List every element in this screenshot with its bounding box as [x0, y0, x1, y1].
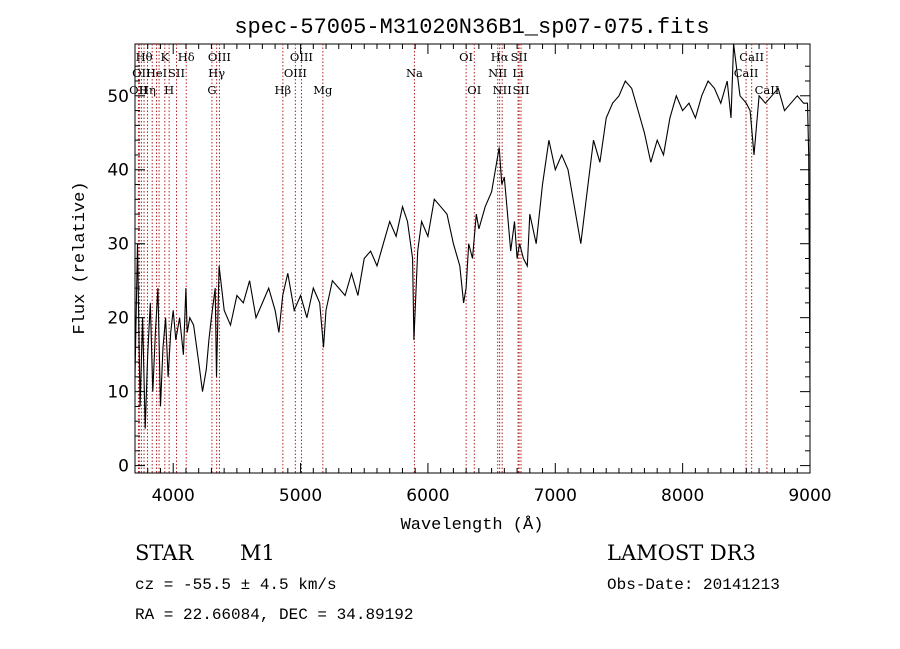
line-marker-label: Hη [139, 83, 156, 97]
x-tick-label: 7000 [534, 486, 577, 506]
survey-name: LAMOST DR3 [607, 541, 756, 565]
x-tick-label: 9000 [788, 486, 831, 506]
line-marker-label: CaII [739, 50, 764, 64]
emission-line-labels: OII OII Hθ Hη HeI K H SII Hδ G Hγ OIII Hβ OIII OIII Mg N… [129, 50, 779, 97]
line-marker-label: OII [129, 83, 148, 97]
x-tick-label: 6000 [406, 486, 449, 506]
line-marker-label: CaII [734, 66, 759, 80]
line-marker-label: SII [511, 50, 528, 64]
line-marker-label: Hγ [208, 66, 225, 80]
y-axis-label: Flux (relative) [71, 181, 90, 334]
coordinates: RA = 22.66084, DEC = 34.89192 [135, 606, 413, 624]
y-tick-label: 50 [107, 87, 129, 107]
y-tick-label: 10 [107, 383, 129, 403]
line-marker-label: SII [513, 83, 530, 97]
line-marker-label: NII [488, 66, 507, 80]
spectral-subclass: M1 [240, 541, 275, 565]
line-marker-label: OIII [290, 50, 313, 64]
x-axis: 4000 5000 6000 7000 8000 9000 [134, 44, 832, 506]
x-axis-label: Wavelength (Å) [401, 516, 544, 535]
line-marker-label: OIII [208, 50, 231, 64]
line-marker-label: HeI [146, 66, 167, 80]
x-tick-label: 4000 [152, 486, 195, 506]
line-marker-label: CaII [755, 83, 780, 97]
line-marker-label: Mg [313, 83, 333, 97]
line-marker-label: OI [467, 83, 481, 97]
spectrum-series-line [134, 43, 811, 429]
line-marker-label: H [164, 83, 174, 97]
y-tick-label: 40 [107, 161, 129, 181]
line-marker-label: OI [459, 50, 473, 64]
redshift-velocity: cz = -55.5 ± 4.5 km/s [135, 576, 337, 594]
line-marker-label: NII [493, 83, 512, 97]
line-marker-label: SII [168, 66, 185, 80]
line-marker-label: Hβ [275, 83, 292, 97]
line-marker-label: Hδ [178, 50, 195, 64]
line-marker-label: G [207, 83, 216, 97]
line-marker-label: OIII [284, 66, 307, 80]
y-tick-label: 30 [107, 235, 129, 255]
line-marker-label: Li [512, 66, 524, 80]
line-marker-label: Hθ [136, 50, 153, 64]
line-marker-label: K [161, 50, 170, 64]
chart-title: spec-57005-M31020N36B1_sp07-075.fits [234, 15, 709, 40]
line-marker-label: Hα [491, 50, 509, 64]
spectral-class: STAR [135, 541, 194, 565]
y-axis: 0 10 20 30 40 50 [107, 65, 810, 477]
y-tick-label: 20 [107, 309, 129, 329]
observation-date: Obs-Date: 20141213 [607, 576, 780, 594]
line-marker-label: Na [406, 66, 423, 80]
x-tick-label: 8000 [661, 486, 704, 506]
x-tick-label: 5000 [279, 486, 322, 506]
line-marker-label: OII [132, 66, 151, 80]
y-tick-label: 0 [118, 457, 129, 477]
